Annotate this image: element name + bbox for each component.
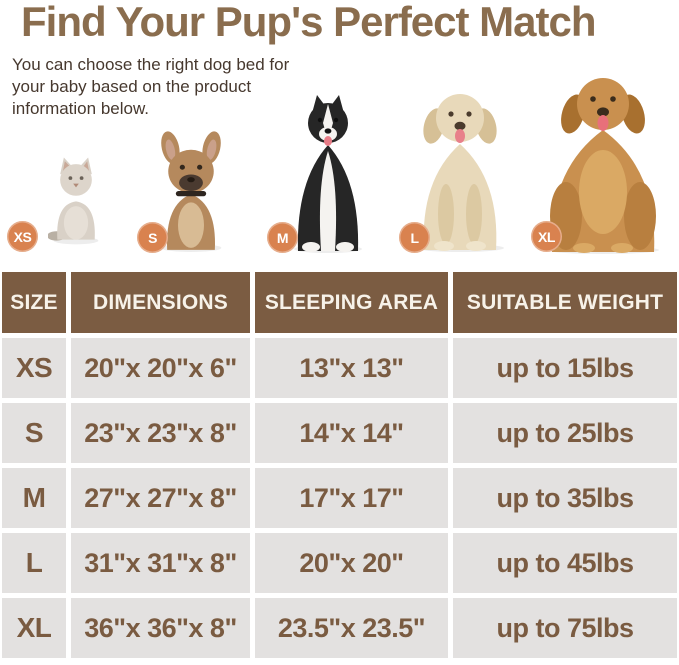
row-m-weight: up to 35lbs	[453, 468, 677, 528]
golden-retriever-adult-illustration	[547, 78, 659, 254]
french-bulldog-illustration	[160, 131, 222, 252]
size-badge-l: L	[399, 222, 430, 253]
size-table: SIZE DIMENSIONS SLEEPING AREA SUITABLE W…	[2, 272, 677, 658]
header-cell-suitable-weight: SUITABLE WEIGHT	[453, 272, 677, 333]
animal-xl-golden-retriever-adult	[536, 66, 671, 254]
size-badge-xl: XL	[531, 221, 562, 252]
animal-m-border-collie	[286, 93, 370, 253]
row-xs-weight: up to 15lbs	[453, 338, 677, 398]
row-xl-weight: up to 75lbs	[453, 598, 677, 658]
row-xs-dimensions: 20"x 20"x 6"	[71, 338, 250, 398]
row-l-dimensions: 31"x 31"x 8"	[71, 533, 250, 593]
row-xs-sleeping-area: 13"x 13"	[255, 338, 448, 398]
subtitle-line-3: information below.	[12, 99, 150, 118]
page-subtitle: You can choose the right dog bed for you…	[12, 54, 289, 120]
cat-illustration	[48, 157, 99, 245]
subtitle-line-2: your baby based on the product	[12, 77, 252, 96]
row-l-weight: up to 45lbs	[453, 533, 677, 593]
animal-xs-cat	[48, 152, 104, 248]
animal-s-french-bulldog	[152, 128, 230, 252]
size-badge-m: M	[267, 222, 298, 253]
row-m-sleeping-area: 17"x 17"	[255, 468, 448, 528]
row-xs-size: XS	[2, 338, 66, 398]
row-s-sleeping-area: 14"x 14"	[255, 403, 448, 463]
row-m-dimensions: 27"x 27"x 8"	[71, 468, 250, 528]
animal-l-golden-retriever-young	[404, 84, 516, 252]
row-s-size: S	[2, 403, 66, 463]
header-cell-dimensions: DIMENSIONS	[71, 272, 250, 333]
header-cell-size: SIZE	[2, 272, 66, 333]
subtitle-line-1: You can choose the right dog bed for	[12, 55, 290, 74]
row-s-weight: up to 25lbs	[453, 403, 677, 463]
page-title: Find Your Pup's Perfect Match	[21, 0, 597, 45]
row-l-size: L	[2, 533, 66, 593]
size-badge-xs: XS	[7, 221, 38, 252]
row-m-size: M	[2, 468, 66, 528]
row-xl-size: XL	[2, 598, 66, 658]
row-l-sleeping-area: 20"x 20"	[255, 533, 448, 593]
golden-retriever-young-illustration	[416, 94, 504, 252]
border-collie-illustration	[294, 95, 362, 253]
row-xl-dimensions: 36"x 36"x 8"	[71, 598, 250, 658]
row-s-dimensions: 23"x 23"x 8"	[71, 403, 250, 463]
header-cell-sleeping-area: SLEEPING AREA	[255, 272, 448, 333]
size-badge-s: S	[137, 222, 168, 253]
row-xl-sleeping-area: 23.5"x 23.5"	[255, 598, 448, 658]
